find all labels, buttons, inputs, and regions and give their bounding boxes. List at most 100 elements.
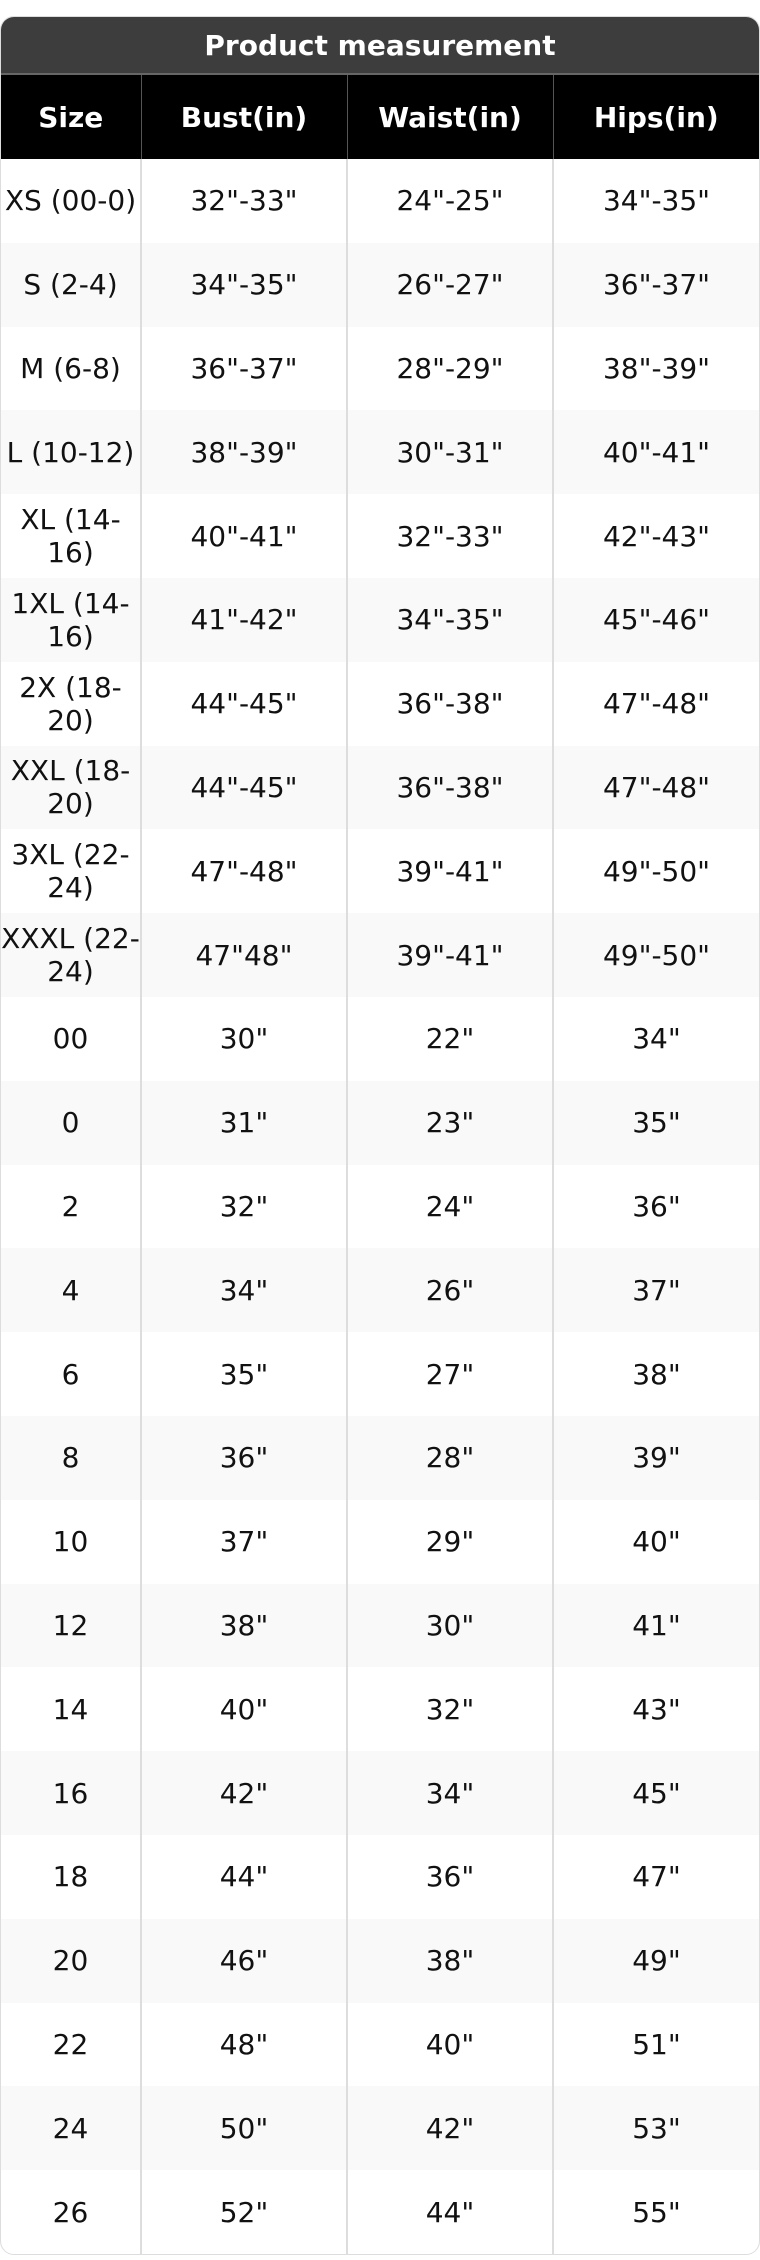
cell-hips: 36" — [632, 1189, 681, 1223]
cell-hips: 47" — [632, 1860, 681, 1894]
cell-size: XXXL (22-24) — [1, 913, 142, 997]
cell-bust: 37" — [141, 1499, 348, 1584]
cell-waist: 36"-38" — [347, 745, 554, 830]
cell-size: 4 — [1, 1248, 142, 1333]
table-row: 16 42" 34" 45" — [1, 1751, 759, 1835]
cell-bust: 41"-42" — [141, 577, 348, 662]
header-hips: Hips(in) — [553, 75, 759, 159]
cell-hips: 55" — [632, 2195, 681, 2229]
cell-bust: 46" — [141, 1918, 348, 2003]
table-row: 00 30" 22" 34" — [1, 996, 759, 1081]
cell-bust: 44" — [141, 1834, 348, 1919]
table-row: 6 35" 27" 38" — [1, 1332, 759, 1416]
cell-size: 22 — [1, 2002, 142, 2087]
table-row: XL (14-16) 40"-41" 32"-33" 42"-43" — [1, 494, 759, 578]
cell-hips: 43" — [632, 1692, 681, 1726]
cell-size: 8 — [1, 1415, 142, 1500]
cell-size: 26 — [1, 2170, 142, 2254]
cell-hips: 34" — [632, 1022, 681, 1056]
cell-hips: 49" — [553, 1918, 759, 2003]
table-row: 3XL (22-24) 47"-48" 39"-41" 49"-50" — [1, 829, 759, 914]
table-row: 18 44" 36" 47" — [1, 1834, 759, 1919]
cell-hips: 37" — [553, 1248, 759, 1333]
cell-bust: 31" — [141, 1080, 348, 1165]
cell-hips: 49"-50" — [553, 913, 759, 997]
cell-hips: 42"-43" — [602, 519, 711, 553]
cell-size: 20 — [1, 1918, 142, 2003]
cell-waist: 36" — [347, 1834, 554, 1919]
cell-bust: 36"-37" — [141, 326, 348, 411]
cell-bust: 48" — [141, 2002, 348, 2087]
cell-bust: 35" — [141, 1332, 348, 1416]
cell-bust: 38" — [141, 1583, 348, 1668]
cell-hips: 39" — [553, 1415, 759, 1500]
cell-hips: 45" — [553, 1751, 759, 1835]
cell-waist: 27" — [347, 1332, 554, 1416]
cell-size: 14 — [1, 1667, 142, 1752]
table-row: XS (00-0) 32"-33" 24"-25" 34"-35" — [1, 159, 759, 243]
table-row: 0 31" 23" 35" — [1, 1080, 759, 1165]
table-row: 1XL (14-16) 41"-42" 34"-35" 45"-46" — [1, 577, 759, 662]
header-size: Size — [1, 75, 142, 159]
cell-waist: 22" — [347, 996, 554, 1081]
cell-waist: 24"-25" — [347, 159, 554, 243]
cell-waist: 40" — [347, 2002, 554, 2087]
cell-bust: 47"48" — [141, 913, 348, 997]
cell-size: 24 — [1, 2086, 142, 2171]
cell-size: XS (00-0) — [1, 159, 142, 243]
table-row: 10 37" 29" 40" — [1, 1499, 759, 1584]
cell-hips: 40" — [632, 1525, 681, 1559]
cell-size: 12 — [1, 1583, 142, 1668]
cell-size: 18 — [1, 1834, 142, 1919]
size-chart-table: Size Bust(in) Waist(in) Hips(in) XS (00-… — [1, 75, 759, 2254]
cell-waist: 23" — [347, 1080, 554, 1165]
cell-waist: 42" — [347, 2086, 554, 2171]
cell-waist: 28" — [347, 1415, 554, 1500]
cell-hips: 53" — [553, 2086, 759, 2171]
cell-hips: 41" — [553, 1583, 759, 1668]
cell-hips: 36"-37" — [553, 242, 759, 327]
cell-bust: 38"-39" — [141, 410, 348, 495]
cell-waist: 44" — [347, 2170, 554, 2254]
cell-waist: 28"-29" — [347, 326, 554, 411]
cell-waist: 36"-38" — [347, 661, 554, 746]
cell-waist: 30" — [347, 1583, 554, 1668]
cell-size: XXL (18-20) — [1, 745, 142, 830]
cell-hips: 38" — [632, 1357, 681, 1391]
cell-waist: 32"-33" — [347, 494, 554, 578]
cell-waist: 39"-41" — [347, 829, 554, 914]
cell-size: 1XL (14-16) — [1, 577, 142, 662]
table-row: 2 32" 24" 36" — [1, 1164, 759, 1249]
cell-bust: 47"-48" — [141, 829, 348, 914]
cell-bust: 32" — [141, 1164, 348, 1249]
table-row: 26 52" 44" 55" — [1, 2170, 759, 2254]
cell-waist: 39"-41" — [347, 913, 554, 997]
cell-waist: 32" — [347, 1667, 554, 1752]
cell-waist: 34"-35" — [347, 577, 554, 662]
table-row: M (6-8) 36"-37" 28"-29" 38"-39" — [1, 326, 759, 411]
cell-bust: 50" — [141, 2086, 348, 2171]
cell-size: 2X (18-20) — [1, 661, 142, 746]
cell-waist: 26" — [347, 1248, 554, 1333]
table-row: 22 48" 40" 51" — [1, 2002, 759, 2087]
cell-size: 16 — [1, 1751, 142, 1835]
cell-size: 00 — [1, 996, 142, 1081]
header-waist: Waist(in) — [347, 75, 554, 159]
cell-bust: 40" — [141, 1667, 348, 1752]
cell-hips: 47"-48" — [553, 745, 759, 830]
table-title: Product measurement — [1, 17, 759, 75]
cell-size: XL (14-16) — [1, 494, 142, 578]
table-row: L (10-12) 38"-39" 30"-31" 40"-41" — [1, 410, 759, 495]
cell-bust: 44"-45" — [141, 745, 348, 830]
cell-hips: 35" — [553, 1080, 759, 1165]
cell-bust: 34"-35" — [141, 242, 348, 327]
table-row: 14 40" 32" 43" — [1, 1667, 759, 1752]
cell-size: 6 — [1, 1332, 142, 1416]
header-bust: Bust(in) — [141, 75, 348, 159]
measurement-table-card: Product measurement Size Bust(in) Waist(… — [0, 16, 760, 2255]
cell-hips: 47"-48" — [602, 687, 711, 721]
cell-bust: 34" — [141, 1248, 348, 1333]
cell-hips: 45"-46" — [553, 577, 759, 662]
table-row: 4 34" 26" 37" — [1, 1248, 759, 1333]
cell-size: 0 — [1, 1080, 142, 1165]
